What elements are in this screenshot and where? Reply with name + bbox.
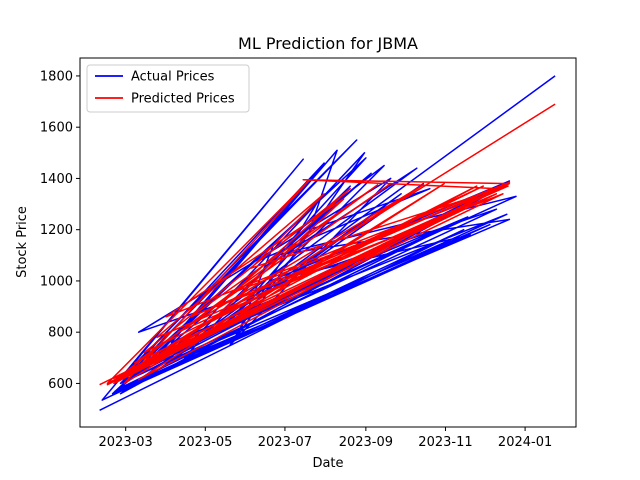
legend-label-predicted-prices: Predicted Prices: [131, 92, 235, 107]
x-axis-label: Date: [312, 456, 343, 471]
y-tick-label: 1400: [40, 172, 73, 187]
x-tick-label: 2023-11: [418, 435, 472, 450]
y-tick-label: 800: [48, 326, 73, 341]
chart-title: ML Prediction for JBMA: [238, 34, 418, 53]
plot-frame: [79, 57, 577, 428]
y-tick-label: 1000: [40, 274, 73, 289]
x-tick-label: 2023-09: [339, 435, 393, 450]
series-line-predicted-prices: [99, 103, 556, 386]
legend-box: [86, 64, 250, 113]
y-axis-label: Stock Price: [15, 206, 30, 278]
legend-label-actual-prices: Actual Prices: [131, 70, 215, 85]
x-axis: 2023-03 2023-05 2023-07 2023-09 2023-11 2024-…: [99, 427, 552, 450]
series-layer: [99, 75, 556, 411]
x-tick-label: 2023-05: [178, 435, 232, 450]
legend: Actual Prices Predicted Prices: [86, 64, 250, 113]
y-tick-label: 1600: [40, 121, 73, 136]
x-tick-label: 2023-07: [258, 435, 312, 450]
y-tick-label: 600: [48, 377, 73, 392]
y-tick-label: 1800: [40, 69, 73, 84]
y-tick-label: 1200: [40, 223, 73, 238]
y-axis: 600 800 1000 1200 1400 1600 1800: [40, 69, 80, 392]
x-tick-label: 2023-03: [99, 435, 153, 450]
x-tick-label: 2024-01: [498, 435, 552, 450]
